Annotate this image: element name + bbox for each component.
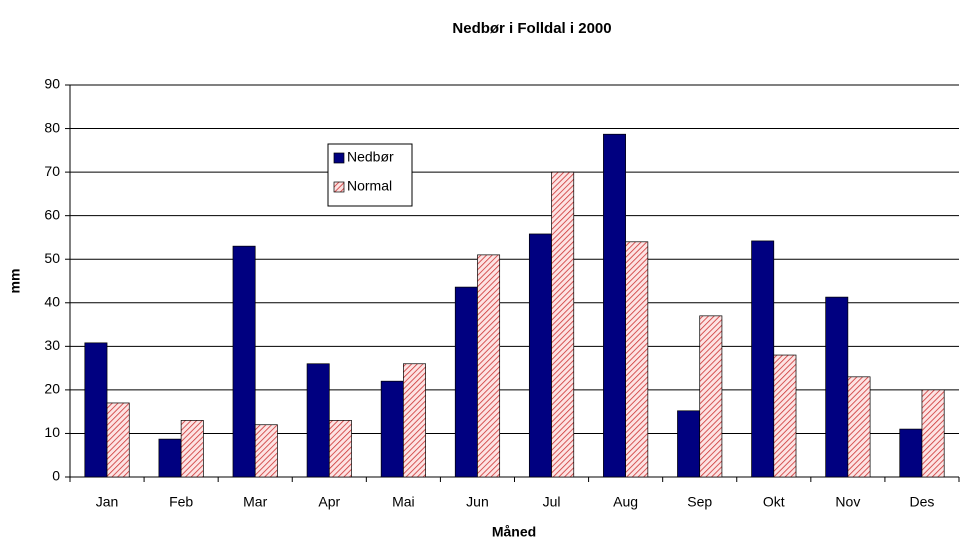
bar	[158, 438, 182, 478]
x-tick-label: Sep	[687, 494, 712, 510]
bar	[477, 254, 501, 478]
y-tick-label: 0	[52, 468, 60, 484]
bar	[232, 245, 256, 478]
x-tick-label: Jan	[96, 494, 119, 510]
bar	[603, 133, 626, 478]
legend-swatch	[333, 181, 345, 193]
bar	[306, 363, 330, 478]
bar	[380, 380, 404, 478]
bar	[699, 315, 723, 478]
x-axis-title: Måned	[492, 524, 536, 540]
bar	[551, 171, 575, 478]
y-tick-label: 50	[44, 250, 60, 266]
bar	[454, 286, 478, 478]
x-tick-label: Nov	[835, 494, 860, 510]
bar	[825, 296, 849, 478]
x-tick-label: Jun	[466, 494, 489, 510]
bar	[106, 402, 130, 478]
legend-box	[327, 143, 413, 207]
legend-label: Nedbør	[347, 149, 394, 165]
bar	[84, 342, 108, 478]
y-tick-label: 90	[44, 76, 60, 92]
legend-label: Normal	[347, 178, 392, 194]
x-tick-label: Apr	[318, 494, 340, 510]
bar	[847, 376, 871, 478]
bar	[528, 233, 552, 478]
bar	[625, 241, 649, 478]
y-tick-label: 10	[44, 424, 60, 440]
y-tick-label: 80	[44, 119, 60, 135]
y-axis-title: mm	[7, 269, 23, 294]
x-tick-label: Mar	[243, 494, 267, 510]
x-tick-label: Okt	[763, 494, 785, 510]
x-tick-label: Aug	[613, 494, 638, 510]
bar	[751, 240, 775, 478]
bar	[180, 420, 204, 478]
y-tick-label: 20	[44, 381, 60, 397]
bar	[921, 389, 945, 478]
x-tick-label: Feb	[169, 494, 193, 510]
y-tick-label: 60	[44, 206, 60, 222]
bar	[899, 428, 923, 478]
bar	[254, 424, 278, 478]
bar	[677, 410, 701, 478]
x-tick-label: Des	[910, 494, 935, 510]
bar	[773, 354, 797, 478]
bar	[403, 363, 426, 478]
x-tick-label: Jul	[543, 494, 561, 510]
y-tick-label: 70	[44, 163, 60, 179]
legend-swatch	[333, 152, 345, 164]
chart-title: Nedbør i Folldal i 2000	[452, 20, 611, 37]
y-tick-label: 30	[44, 337, 60, 353]
x-tick-label: Mai	[392, 494, 415, 510]
y-tick-label: 40	[44, 293, 60, 309]
bar	[328, 420, 352, 478]
